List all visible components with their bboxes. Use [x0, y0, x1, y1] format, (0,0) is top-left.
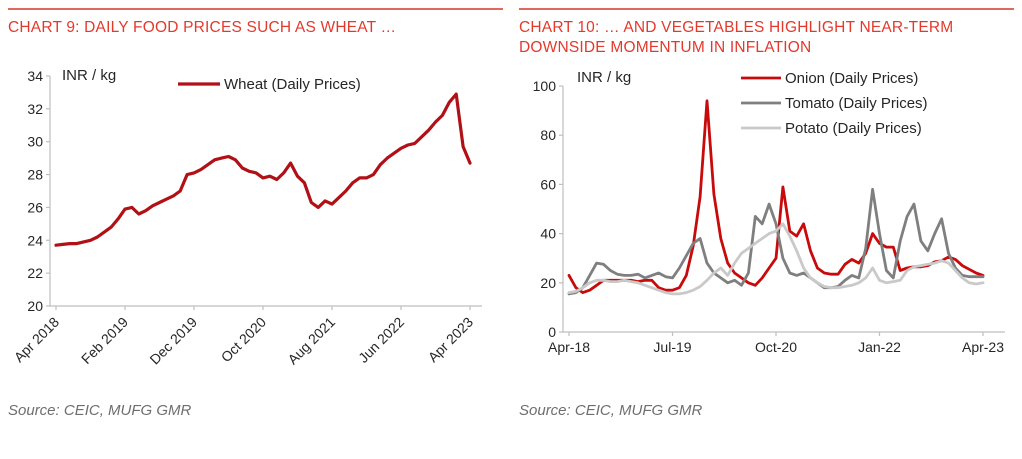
vegetables-panel: CHART 10: … AND VEGETABLES HIGHLIGHT NEA… — [519, 8, 1014, 459]
source-note: Source: CEIC, MUFG GMR — [8, 402, 192, 419]
y-tick-label: 22 — [27, 265, 43, 281]
series-line-tomato — [567, 187, 985, 296]
x-tick-label: Aug 2021 — [284, 314, 338, 368]
legend-label-tomato: Tomato (Daily Prices) — [785, 95, 928, 112]
panel-accent-rule — [519, 8, 1014, 10]
series-line-wheat — [54, 92, 472, 247]
legend-label-wheat: Wheat (Daily Prices) — [224, 76, 361, 93]
y-tick-label: 26 — [27, 199, 43, 215]
x-tick-label: Apr 2023 — [425, 314, 477, 366]
series-line-potato — [567, 222, 985, 296]
y-tick-label: 20 — [27, 298, 43, 314]
legend-label-onion: Onion (Daily Prices) — [785, 70, 918, 87]
vegetables-chart-svg: 0 20 40 60 80 100 Apr-18 Jul-19 Oct-20 Jan-22 Apr-… — [533, 69, 1005, 355]
x-tick-label: Feb 2019 — [78, 314, 131, 367]
source-note: Source: CEIC, MUFG GMR — [519, 402, 703, 419]
y-tick-label: 28 — [27, 167, 43, 183]
chart10-title: CHART 10: … AND VEGETABLES HIGHLIGHT NEA… — [519, 19, 954, 57]
y-tick-label: 32 — [27, 101, 43, 117]
panel-accent-rule — [8, 8, 503, 10]
y-tick-label: 20 — [540, 275, 556, 291]
y-tick-label: 24 — [27, 232, 43, 248]
x-tick-label: Oct-20 — [755, 339, 797, 355]
x-tick-label: Apr-23 — [962, 339, 1004, 355]
x-tick-label: Jun 2022 — [355, 314, 407, 366]
y-tick-label: 80 — [540, 127, 556, 143]
y-tick-label: 30 — [27, 134, 43, 150]
legend-label-potato: Potato (Daily Prices) — [785, 120, 922, 137]
y-tick-label: 34 — [27, 68, 43, 84]
wheat-chart-svg: 20 22 24 26 28 30 32 34 Apr 2018 Feb 2019 Dec 2019… — [11, 67, 482, 368]
x-tick-label: Oct 2020 — [218, 314, 270, 366]
y-tick-label: 40 — [540, 226, 556, 242]
y-tick-label: 60 — [540, 176, 556, 192]
x-tick-label: Apr-18 — [548, 339, 590, 355]
chart9-title: CHART 9: DAILY FOOD PRICES SUCH AS WHEAT… — [8, 19, 397, 36]
x-tick-label: Jan-22 — [858, 339, 901, 355]
unit-label: INR / kg — [577, 69, 631, 86]
x-tick-label: Jul-19 — [653, 339, 691, 355]
wheat-panel: CHART 9: DAILY FOOD PRICES SUCH AS WHEAT… — [8, 8, 503, 459]
y-tick-label: 100 — [533, 78, 557, 94]
unit-label: INR / kg — [62, 67, 116, 84]
y-tick-label: 0 — [548, 324, 556, 340]
x-tick-label: Apr 2018 — [11, 314, 63, 366]
x-tick-label: Dec 2019 — [146, 314, 200, 368]
